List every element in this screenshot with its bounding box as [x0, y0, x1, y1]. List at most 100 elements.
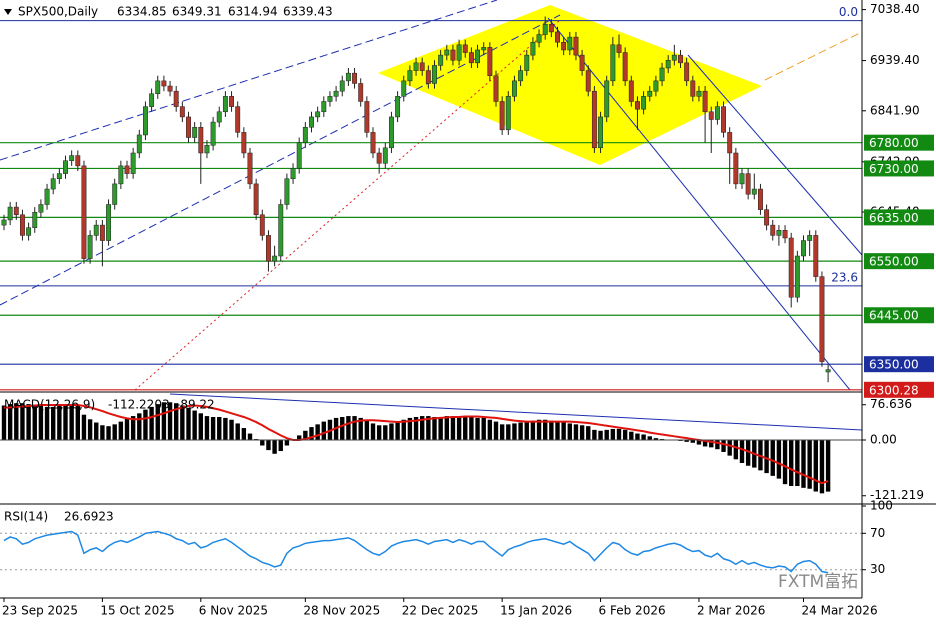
candle-body [690, 80, 696, 97]
macd-bar [715, 439, 720, 450]
candle-body [50, 178, 56, 190]
candle-body [81, 165, 87, 259]
macd-bar [475, 417, 480, 440]
candle-body [290, 168, 296, 179]
candle-body [395, 96, 401, 118]
candle-body [266, 235, 271, 262]
channel-line [0, 14, 561, 306]
candle-body [149, 93, 155, 107]
candle-body [678, 54, 683, 64]
candle-body [327, 96, 333, 102]
candle-body [659, 67, 665, 82]
candle-body [192, 126, 198, 138]
macd-bar [696, 439, 702, 445]
candle-body [179, 106, 185, 118]
level-label-box [864, 209, 934, 226]
macd-bar [395, 421, 400, 440]
macd-bar [118, 421, 124, 440]
macd-bar [192, 410, 197, 440]
candle-body [370, 132, 376, 154]
candle-body [302, 126, 308, 143]
candle-body [401, 80, 407, 97]
candle-body [112, 183, 118, 205]
candle-body [739, 173, 745, 185]
macd-bar [217, 416, 222, 440]
candle-body [438, 54, 444, 66]
level-label: 6730.00 [869, 162, 919, 176]
candle-body [425, 70, 431, 84]
rsi-line [3, 530, 829, 574]
macd-bar [432, 416, 437, 440]
candle-body [444, 49, 450, 56]
macd-bar [130, 416, 136, 440]
macd-bar [635, 433, 640, 440]
macd-value: -112.2203 [108, 398, 170, 412]
macd-signal-value: -89.22 [176, 398, 215, 412]
fib-label: 0.0 [839, 5, 858, 19]
macd-bar [346, 416, 351, 440]
candle-body [26, 227, 32, 236]
ohlc-open: 6334.85 [117, 5, 167, 19]
candle-body [468, 52, 474, 64]
signal-line [3, 404, 829, 485]
candle-body [505, 96, 511, 131]
macd-bar [481, 417, 486, 440]
x-tick-label: 15 Jan 2026 [500, 604, 572, 618]
candle-body [548, 23, 554, 33]
candle-body [136, 134, 142, 154]
y-tick-label: 100 [870, 499, 893, 513]
trend-line [169, 393, 863, 431]
chart-title: SPX500,Daily [18, 5, 98, 19]
candle-body [247, 152, 253, 185]
macd-bar [518, 422, 523, 440]
macd-bar [598, 430, 603, 440]
macd-bar [586, 426, 591, 440]
candle-body [524, 54, 530, 71]
macd-bar [795, 439, 800, 486]
macd-bar [690, 439, 695, 443]
plot-layer: 0.0 23.6 [0, 5, 862, 574]
candle-body [647, 90, 653, 97]
macd-bar [32, 405, 37, 440]
macd-bar [684, 439, 689, 442]
level-label-box [864, 160, 934, 177]
macd-bar [567, 423, 572, 440]
candle-body [727, 132, 733, 154]
y-tick-label: 6939.40 [870, 53, 920, 67]
candle-body [579, 54, 585, 71]
macd-bar [463, 416, 468, 440]
candle-body [616, 44, 622, 53]
candle-body [253, 183, 259, 216]
macd-bar [57, 405, 62, 440]
level-label-box [864, 381, 934, 398]
candle-body [186, 116, 191, 138]
level-label: 6780.00 [869, 136, 919, 150]
macd-bar [807, 439, 812, 489]
candle-body [389, 116, 394, 149]
candle-body [339, 80, 345, 92]
candle-body [813, 235, 819, 277]
macd-bar [75, 405, 80, 440]
candle-body [413, 62, 419, 71]
macd-bar [198, 413, 203, 440]
macd-bar [241, 428, 247, 440]
macd-bar [782, 439, 788, 485]
macd-bar [180, 405, 185, 440]
candle-body [75, 155, 81, 167]
candle-body [702, 90, 708, 113]
macd-bar [573, 424, 579, 440]
macd-bar [444, 416, 449, 440]
macd-bar [709, 439, 714, 448]
macd-bar [63, 405, 68, 440]
candle-body [63, 160, 68, 174]
macd-bar [143, 409, 148, 440]
candle-body [721, 106, 726, 133]
candle-body [235, 106, 241, 133]
candle-body [487, 47, 493, 76]
candle-body [1, 219, 7, 226]
candle-body [99, 224, 105, 241]
candle-body [241, 132, 247, 154]
candle-body [708, 111, 714, 120]
candle-body [432, 65, 437, 84]
candle-body [671, 54, 677, 61]
